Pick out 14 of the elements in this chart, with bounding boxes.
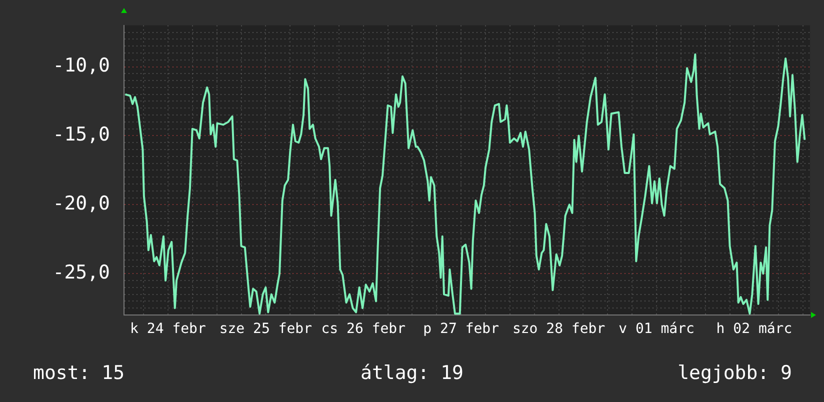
text: most: 15 xyxy=(33,362,125,384)
x-tick-label: sze 25 febr xyxy=(219,321,312,338)
x-tick-label: szo 28 febr xyxy=(512,321,606,338)
x-tick-label: v 01 márc xyxy=(618,321,694,338)
x-tick-label: p 27 febr xyxy=(423,321,500,338)
x-tick-label: cs 26 febr xyxy=(321,321,406,338)
y-tick-label: -15,0 xyxy=(52,124,110,146)
text: legjobb: 9 xyxy=(678,362,792,384)
y-tick-label: -10,0 xyxy=(52,54,110,77)
y-tick-label: -25,0 xyxy=(52,262,110,284)
y-tick-label: -20,0 xyxy=(52,192,110,215)
x-tick-label: k 24 febr xyxy=(130,321,206,338)
text: átlag: 19 xyxy=(360,362,464,384)
x-tick-label: h 02 márc xyxy=(716,321,792,338)
